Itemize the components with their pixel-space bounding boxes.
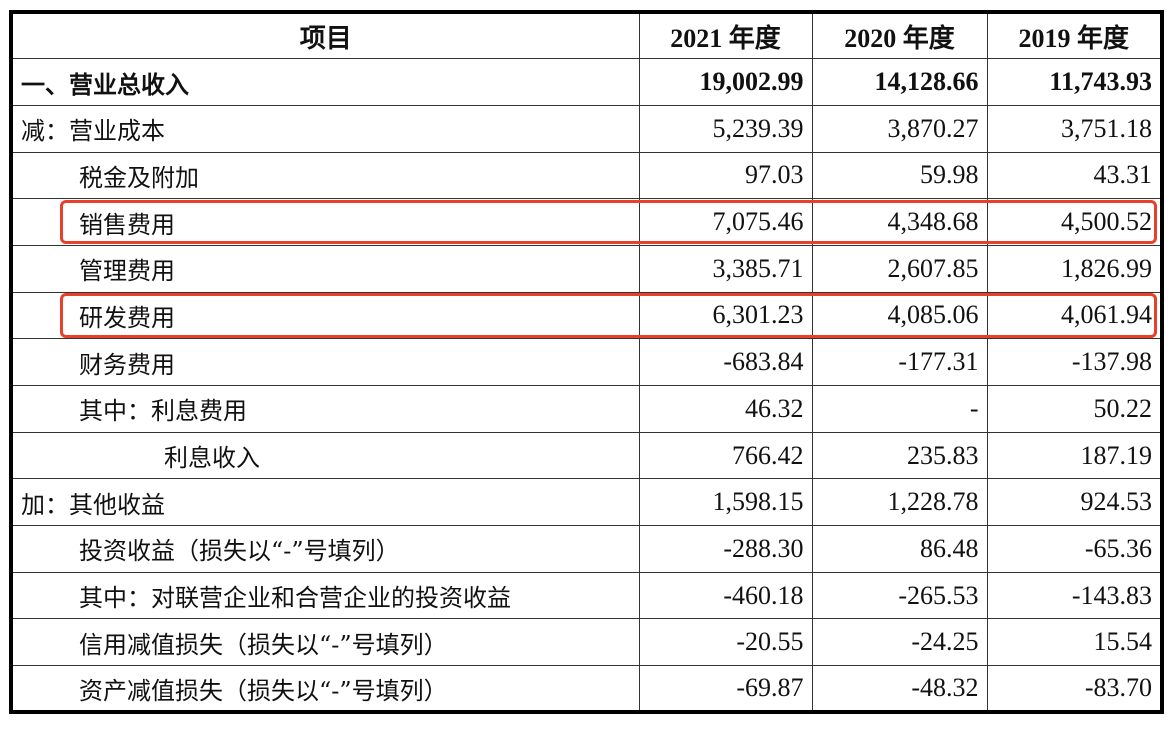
value-2021: -20.55: [638, 618, 813, 667]
header-2019: 2019 年度: [986, 11, 1163, 60]
row-label: 一、营业总收入: [10, 58, 640, 106]
row-label: 利息收入: [10, 431, 640, 480]
row-label: 投资收益（损失以“-”号填列）: [10, 525, 640, 573]
value-2021: 97.03: [638, 151, 813, 200]
row-label: 销售费用: [10, 198, 640, 246]
value-2020: 4,348.68: [811, 198, 988, 246]
table-row: 税金及附加 97.03 59.98 43.31: [10, 151, 1163, 200]
value-2019: -137.98: [986, 338, 1163, 386]
value-2021: -460.18: [638, 571, 813, 620]
value-2019: 4,061.94: [986, 291, 1163, 340]
value-2020: 14,128.66: [811, 58, 988, 106]
value-2021: -683.84: [638, 338, 813, 386]
value-2021: 7,075.46: [638, 198, 813, 246]
value-2019: 50.22: [986, 385, 1163, 433]
row-label: 财务费用: [10, 338, 640, 386]
row-label: 其中：利息费用: [10, 385, 640, 433]
value-2021: 1,598.15: [638, 478, 813, 527]
value-2021: 46.32: [638, 385, 813, 433]
value-2019: 3,751.18: [986, 104, 1163, 153]
table-header-row: 项目 2021 年度 2020 年度 2019 年度: [10, 11, 1163, 60]
table-row: 减：营业成本 5,239.39 3,870.27 3,751.18: [10, 104, 1163, 153]
table-row: 利息收入 766.42 235.83 187.19: [10, 431, 1163, 480]
table-row: 一、营业总收入 19,002.99 14,128.66 11,743.93: [10, 58, 1163, 106]
value-2020: 3,870.27: [811, 104, 988, 153]
row-label: 研发费用: [10, 291, 640, 340]
row-label: 资产减值损失（损失以“-”号填列）: [10, 665, 640, 713]
value-2019: 187.19: [986, 431, 1163, 480]
row-label: 加：其他收益: [10, 478, 640, 527]
header-2020: 2020 年度: [811, 11, 988, 60]
value-2020: 4,085.06: [811, 291, 988, 340]
value-2020: 235.83: [811, 431, 988, 480]
value-2019: -65.36: [986, 525, 1163, 573]
header-2021: 2021 年度: [638, 11, 813, 60]
value-2020: 86.48: [811, 525, 988, 573]
value-2020: -24.25: [811, 618, 988, 667]
value-2019: -83.70: [986, 665, 1163, 713]
value-2021: 3,385.71: [638, 244, 813, 293]
value-2019: 1,826.99: [986, 244, 1163, 293]
table-row: 信用减值损失（损失以“-”号填列） -20.55 -24.25 15.54: [10, 618, 1163, 667]
value-2020: 2,607.85: [811, 244, 988, 293]
value-2020: -265.53: [811, 571, 988, 620]
value-2020: -48.32: [811, 665, 988, 713]
value-2019: 4,500.52: [986, 198, 1163, 246]
income-statement-table: 项目 2021 年度 2020 年度 2019 年度 一、营业总收入 19,002…: [9, 10, 1164, 715]
table-row: 资产减值损失（损失以“-”号填列） -69.87 -48.32 -83.70: [10, 665, 1163, 713]
row-label: 管理费用: [10, 244, 640, 293]
value-2020: 1,228.78: [811, 478, 988, 527]
row-label: 信用减值损失（损失以“-”号填列）: [10, 618, 640, 667]
table-row: 加：其他收益 1,598.15 1,228.78 924.53: [10, 478, 1163, 527]
value-2021: 5,239.39: [638, 104, 813, 153]
table-row: 其中：利息费用 46.32-50.22: [10, 385, 1163, 433]
value-2020: -177.31: [811, 338, 988, 386]
table-row: 管理费用 3,385.71 2,607.85 1,826.99: [10, 244, 1163, 293]
value-2019: 924.53: [986, 478, 1163, 527]
row-label: 减：营业成本: [10, 104, 640, 153]
value-2020: 59.98: [811, 151, 988, 200]
value-2019: 15.54: [986, 618, 1163, 667]
value-2021: 19,002.99: [638, 58, 813, 106]
value-2019: -143.83: [986, 571, 1163, 620]
row-label: 税金及附加: [10, 151, 640, 200]
value-2021: 6,301.23: [638, 291, 813, 340]
table-row: 投资收益（损失以“-”号填列） -288.30 86.48 -65.36: [10, 525, 1163, 573]
value-2021: -288.30: [638, 525, 813, 573]
value-2021: 766.42: [638, 431, 813, 480]
table-row: 销售费用 7,075.46 4,348.68 4,500.52: [10, 198, 1163, 246]
table-row: 研发费用 6,301.23 4,085.06 4,061.94: [10, 291, 1163, 340]
value-2021: -69.87: [638, 665, 813, 713]
table-row: 其中：对联营企业和合营企业的投资收益 -460.18 -265.53 -143.83: [10, 571, 1163, 620]
value-2019: 11,743.93: [986, 58, 1163, 106]
value-2019: 43.31: [986, 151, 1163, 200]
table-row: 财务费用 -683.84 -177.31 -137.98: [10, 338, 1163, 386]
row-label: 其中：对联营企业和合营企业的投资收益: [10, 571, 640, 620]
value-2020: -: [811, 385, 988, 433]
header-item: 项目: [10, 11, 640, 60]
